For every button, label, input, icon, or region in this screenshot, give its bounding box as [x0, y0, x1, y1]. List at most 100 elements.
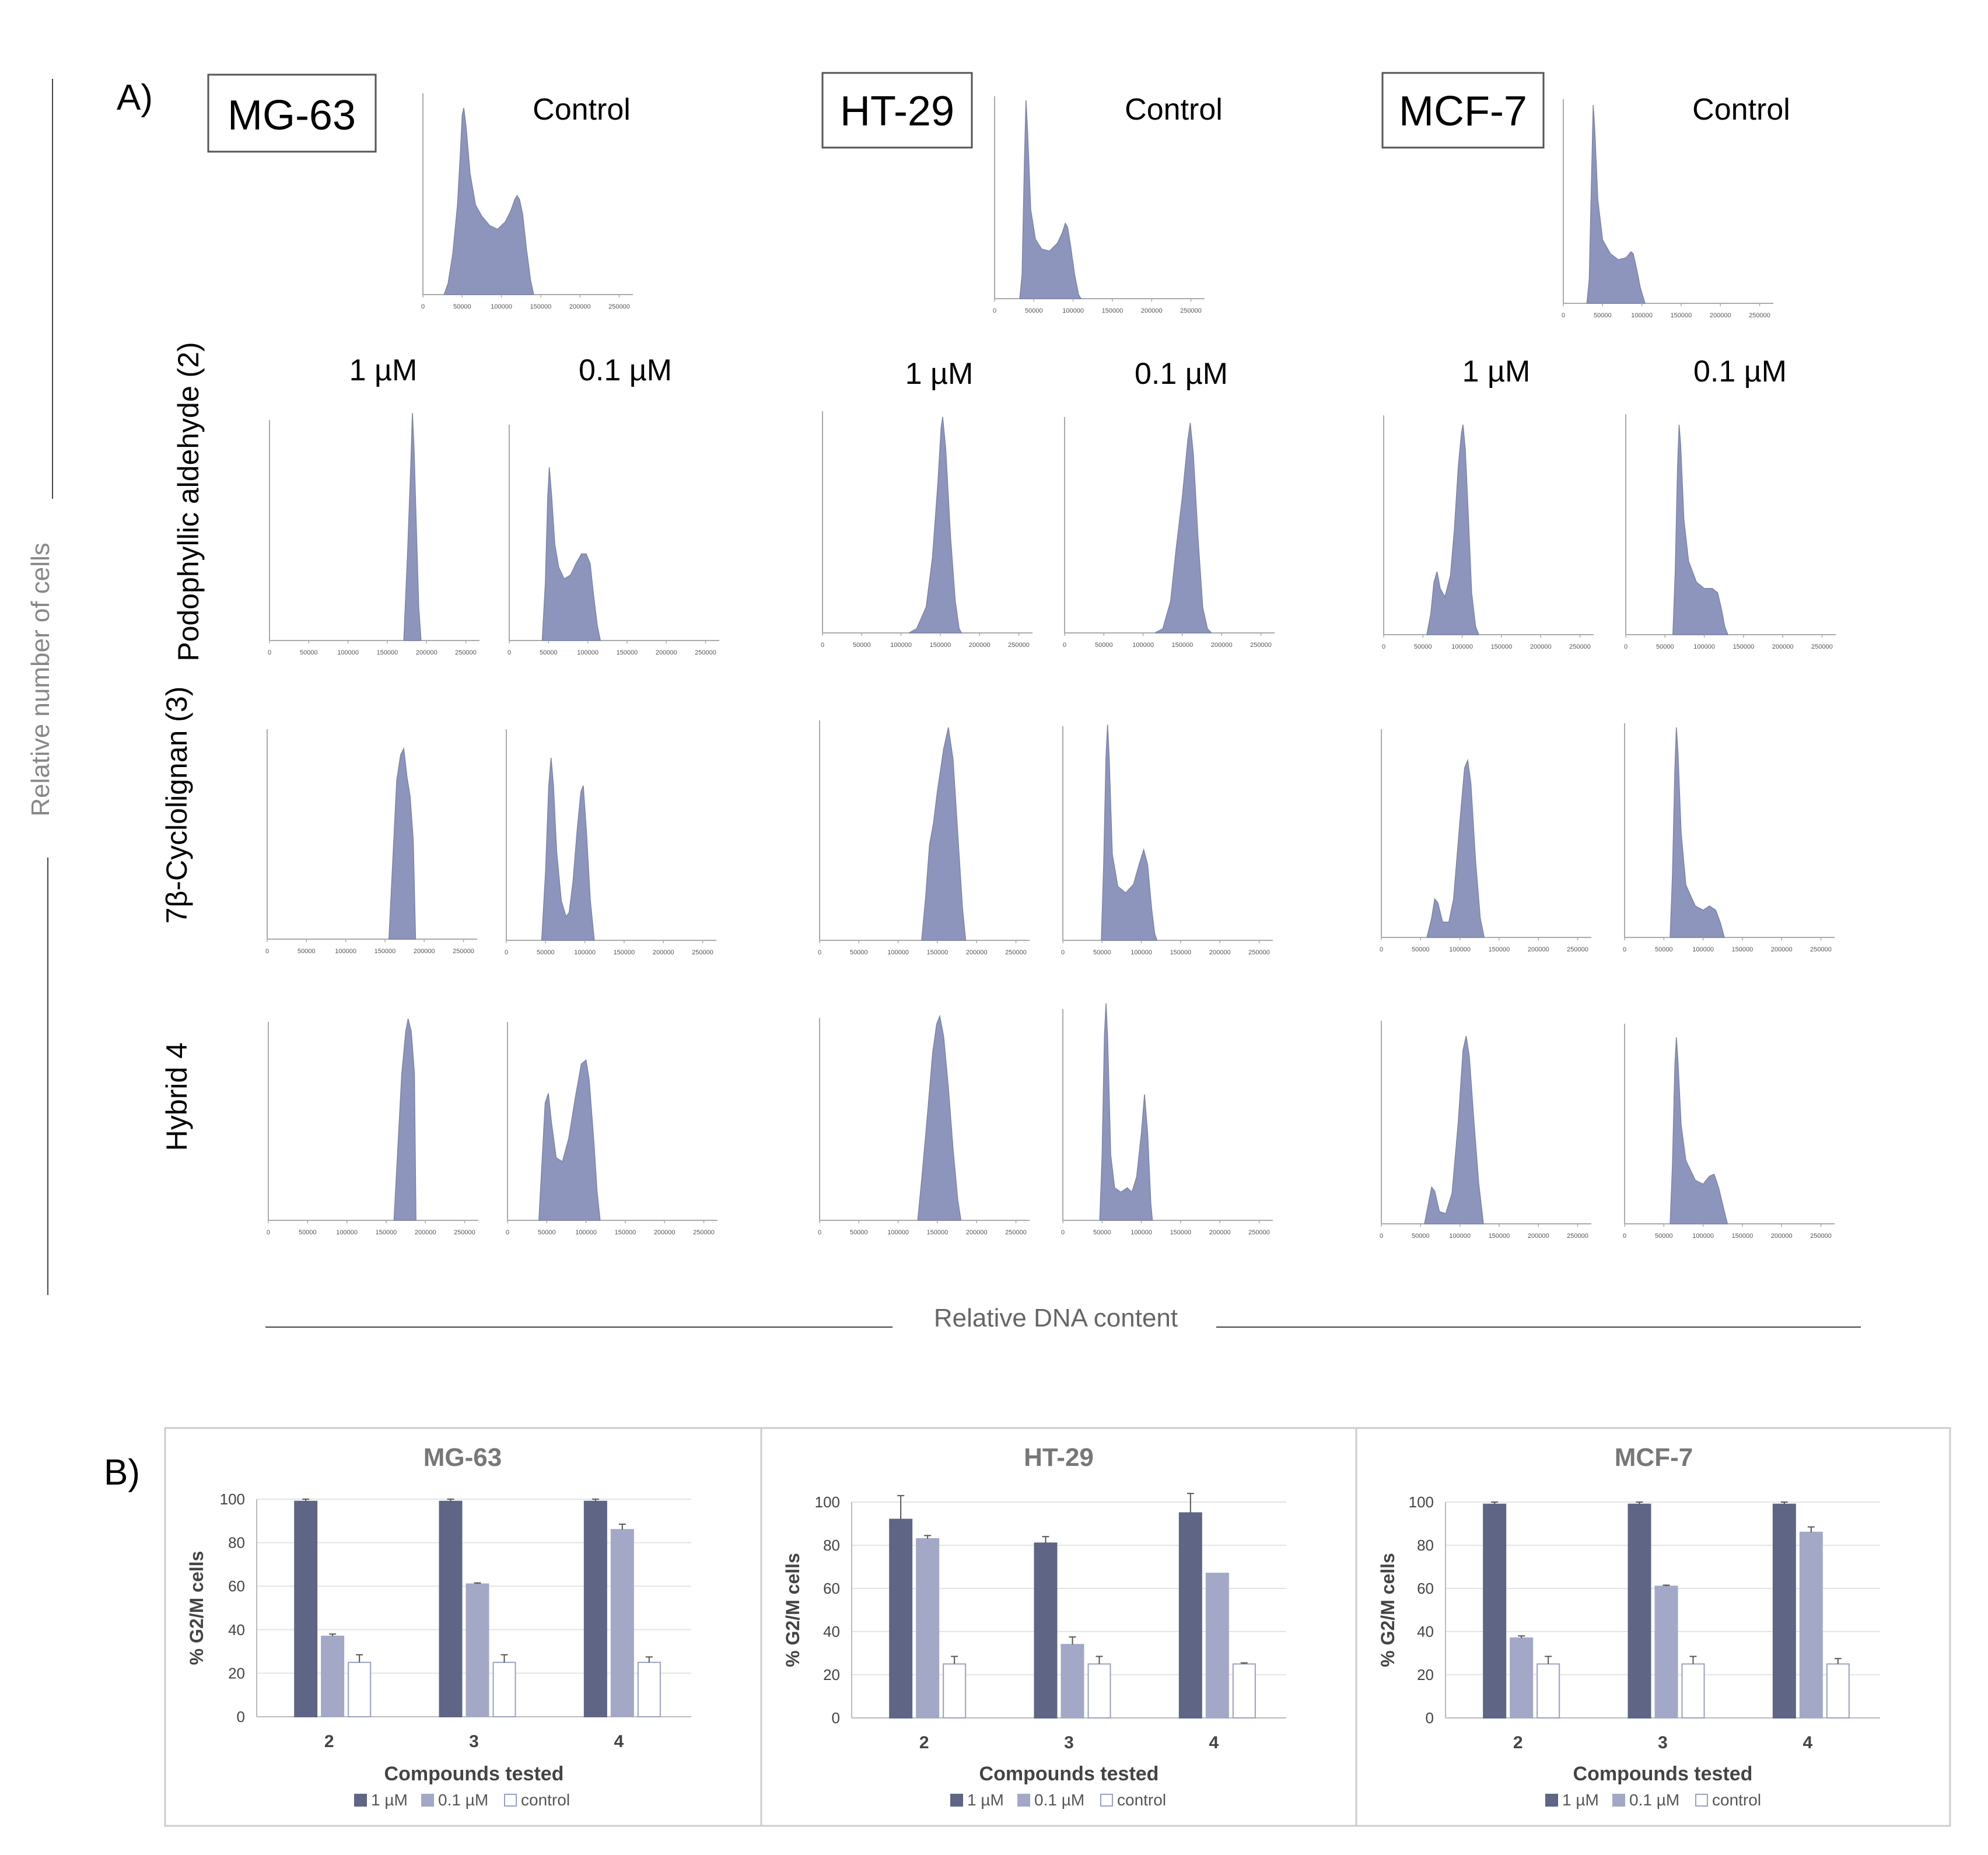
bar — [1772, 1503, 1796, 1718]
histogram-tick-label: 250000 — [1008, 642, 1030, 649]
histogram-tick-label: 0 — [421, 303, 425, 310]
bar-y-tick-label: 20 — [823, 1666, 840, 1684]
histogram-tick-label: 50000 — [1655, 1233, 1673, 1240]
bar — [1654, 1586, 1678, 1719]
bar-y-tick-label: 80 — [823, 1536, 840, 1554]
histogram-tick-label: 200000 — [1211, 642, 1233, 649]
control-label-ht29: Control — [1125, 93, 1223, 127]
bar-chart-title: MCF-7 — [1615, 1443, 1693, 1472]
control-label-mg63: Control — [533, 93, 631, 127]
histogram: 0 50000 100000 150000 200000 250000 — [1382, 415, 1594, 650]
bar — [1060, 1644, 1084, 1718]
histogram-tick-label: 100000 — [577, 649, 598, 656]
panel-a-label: A) — [117, 78, 153, 118]
histogram-area — [1672, 424, 1729, 635]
legend-label: control — [521, 1791, 570, 1809]
histogram-tick-label: 50000 — [1414, 643, 1432, 650]
histogram-tick-label: 0 — [267, 1229, 270, 1236]
histogram-tick-label: 200000 — [1771, 1233, 1793, 1240]
histogram-tick-label: 100000 — [887, 1229, 909, 1236]
histogram-tick-label: 250000 — [695, 649, 716, 656]
histogram: 0 50000 100000 150000 200000 250000 — [1061, 724, 1273, 956]
histogram-tick-label: 250000 — [1250, 642, 1272, 649]
legend-label: control — [1712, 1791, 1761, 1809]
histogram-tick-label: 200000 — [1771, 946, 1793, 953]
histogram-tick-label: 100000 — [1449, 946, 1471, 953]
histogram-tick-label: 0 — [1380, 946, 1383, 953]
histogram-tick-label: 50000 — [850, 949, 868, 956]
row-label-compound-4: Hybrid 4 — [160, 1042, 193, 1151]
histogram-area — [1426, 758, 1485, 938]
histogram-tick-label: 250000 — [1180, 307, 1202, 314]
bar — [1681, 1663, 1705, 1718]
histogram-tick-label: 100000 — [1692, 946, 1714, 953]
histogram-tick-label: 200000 — [415, 1229, 436, 1236]
bar-chart-title: MG-63 — [424, 1443, 502, 1472]
histogram-tick-label: 150000 — [376, 1229, 397, 1236]
histogram-area — [541, 467, 601, 641]
histogram-tick-label: 250000 — [1810, 1233, 1832, 1240]
bar-category-label: 3 — [469, 1732, 479, 1751]
histogram-tick-label: 150000 — [927, 949, 949, 956]
histogram: 0 50000 100000 150000 200000 250000 — [506, 1022, 718, 1236]
histogram-area — [541, 758, 595, 941]
histogram-tick-label: 150000 — [377, 649, 398, 656]
histogram-area — [1101, 724, 1158, 941]
histogram-tick-label: 150000 — [1172, 642, 1194, 649]
bar — [1536, 1663, 1560, 1718]
legend-label: 1 µM — [371, 1791, 408, 1809]
histogram: 0 50000 100000 150000 200000 250000 — [818, 720, 1030, 956]
histogram: 0 50000 100000 150000 200000 250000 — [505, 729, 716, 956]
histogram-tick-label: 0 — [1623, 946, 1626, 953]
bar — [321, 1635, 345, 1717]
histogram-tick-label: 250000 — [1569, 643, 1591, 650]
bar — [1205, 1573, 1229, 1719]
histogram-tick-label: 150000 — [530, 303, 552, 310]
histogram-tick-label: 50000 — [1095, 642, 1113, 649]
histogram-tick-label: 100000 — [1631, 312, 1653, 319]
conc-header-mcf7-1: 1 µM — [1462, 355, 1531, 388]
bar — [466, 1583, 489, 1717]
cell-line-box-mcf7: MCF-7 — [1381, 72, 1545, 149]
histogram-area — [443, 107, 534, 295]
control-label-mcf7: Control — [1692, 93, 1790, 127]
legend-label: 0.1 µM — [1034, 1791, 1084, 1809]
histogram-tick-label: 200000 — [1710, 312, 1731, 319]
histogram-tick-label: 200000 — [569, 303, 591, 310]
histogram-tick-label: 200000 — [1209, 949, 1231, 956]
histogram-tick-label: 250000 — [1005, 949, 1027, 956]
legend-label: control — [1117, 1791, 1166, 1809]
histogram: 0 50000 100000 150000 200000 250000 — [508, 425, 719, 656]
histogram-tick-label: 0 — [1623, 1233, 1626, 1240]
histogram-tick-label: 100000 — [1130, 1229, 1152, 1236]
histogram-tick-label: 150000 — [1170, 949, 1192, 956]
histogram: 0 50000 100000 150000 200000 250000 — [993, 96, 1205, 314]
bar — [1087, 1663, 1111, 1718]
x-axis-label: Relative DNA content — [934, 1304, 1178, 1332]
histogram-tick-label: 50000 — [1412, 946, 1430, 953]
bar-chart: MCF-7 0 20 40 60 80 100 % G2/M cells 2 3 4 Compound… — [1377, 1443, 1880, 1809]
bar — [1034, 1542, 1058, 1719]
conc-header-mcf7-01: 0.1 µM — [1693, 355, 1787, 388]
histogram-tick-label: 250000 — [453, 948, 474, 955]
bar-x-axis-label: Compounds tested — [1573, 1763, 1753, 1785]
histogram: 0 50000 100000 150000 200000 250000 — [1562, 99, 1773, 319]
bar — [637, 1661, 661, 1717]
histogram-tick-label: 0 — [268, 649, 271, 656]
bar-y-tick-label: 20 — [228, 1664, 245, 1682]
histogram: 0 50000 100000 150000 200000 250000 — [1623, 723, 1835, 953]
histogram-tick-label: 0 — [1380, 1233, 1383, 1240]
bar — [294, 1500, 318, 1717]
histogram-tick-label: 250000 — [1811, 643, 1833, 650]
bar — [1510, 1637, 1534, 1719]
bar — [916, 1538, 940, 1718]
histogram-tick-label: 0 — [821, 642, 824, 649]
histogram: 0 50000 100000 150000 200000 250000 — [1063, 417, 1275, 649]
histogram-area — [1154, 422, 1212, 634]
cell-line-box-ht29: HT-29 — [821, 72, 973, 149]
histogram-tick-label: 0 — [506, 1229, 509, 1236]
histogram-tick-label: 150000 — [614, 949, 635, 956]
histogram-area — [393, 1019, 416, 1221]
histogram-tick-label: 200000 — [416, 649, 438, 656]
